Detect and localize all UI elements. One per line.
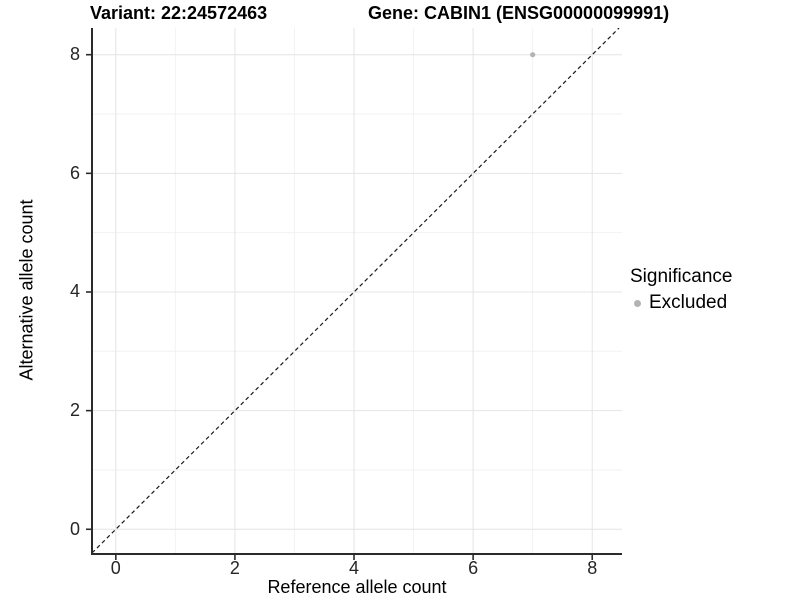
variant-title: Variant: 22:24572463 [90,3,268,23]
excluded-point-icon [634,299,641,307]
x-tick-label: 0 [110,558,121,578]
x-tick-label: 4 [349,558,360,578]
x-tick-label: 8 [587,558,598,578]
x-tick-label: 6 [468,558,479,578]
data-point-excluded [530,52,536,58]
x-tick-label: 2 [229,558,240,578]
y-tick-label: 4 [69,281,80,302]
legend: Significance Excluded [630,266,732,314]
plot-panel [86,28,622,560]
y-tick-label: 0 [69,518,80,539]
y-tick-label: 6 [69,162,80,183]
y-tick-label: 2 [69,400,80,421]
x-axis-title: Reference allele count [267,577,447,597]
legend-title: Significance [630,266,733,287]
y-axis-title: Alternative allele count [16,199,37,381]
gene-title: Gene: CABIN1 (ENSG00000099991) [368,3,670,23]
legend-item-excluded: Excluded [630,292,732,314]
y-tick-label: 8 [69,44,80,65]
identity-reference-line [91,28,620,554]
legend-item-label: Excluded [649,292,728,313]
